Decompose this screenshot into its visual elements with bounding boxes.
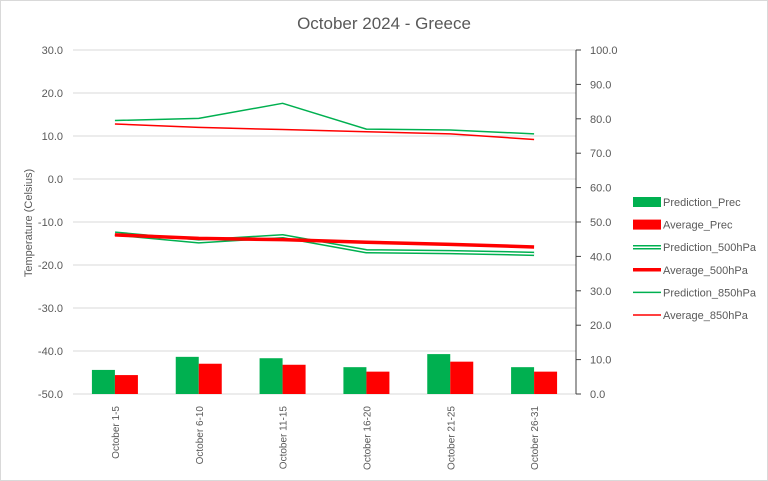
bar-prediction-prec [511, 367, 535, 394]
y2-tick-label: 30.0 [590, 286, 611, 298]
bar-prediction-prec [343, 367, 367, 394]
chart-title: October 2024 - Greece [297, 14, 471, 33]
y2-tick-label: 100.0 [590, 45, 618, 57]
left-axis-ticks: 30.0 20.0 10.0 0.0 -10.0 -20.0 -30.0 -40.0 -50.0 [38, 45, 63, 401]
bar-average-prec [366, 371, 390, 394]
y-tick-label: 20.0 [42, 88, 63, 100]
bar-prediction-prec [427, 354, 451, 394]
legend-prediction-prec-swatch [633, 197, 661, 207]
y2-tick-label: 10.0 [590, 355, 611, 367]
bar-average-prec [198, 363, 222, 394]
bar-prediction-prec [259, 358, 283, 394]
y-tick-label: 10.0 [42, 131, 63, 143]
bar-average-prec [534, 371, 558, 394]
legend-average-prec-swatch [633, 219, 661, 230]
y-axis-title: Temperature (Celsius) [23, 169, 35, 277]
legend: Prediction_Prec Average_Prec Prediction_50… [633, 197, 757, 322]
y2-tick-label: 40.0 [590, 251, 611, 263]
x-tick-label: October 11-15 [279, 406, 290, 470]
line-average-500hpa [114, 233, 535, 249]
line-average-850hpa [114, 123, 535, 141]
legend-prediction-850hpa-label: Prediction_850hPa [663, 287, 757, 299]
legend-average-850hpa-label: Average_850hPa [663, 310, 749, 322]
y2-tick-label: 60.0 [590, 183, 611, 195]
y-tick-label: 0.0 [48, 174, 63, 186]
legend-average-500hpa-label: Average_500hPa [663, 265, 749, 277]
y-tick-label: -50.0 [38, 389, 63, 401]
x-tick-label: October 21-25 [446, 406, 457, 470]
x-tick-label: October 6-10 [195, 406, 206, 465]
bar-prediction-prec [175, 356, 199, 394]
x-tick-label: October 1-5 [111, 406, 122, 459]
right-axis-ticks: 100.0 90.0 80.0 70.0 60.0 50.0 40.0 30.0 20.0 10.… [576, 45, 618, 401]
line-prediction-500hpa-inner [114, 232, 535, 255]
y-tick-label: -10.0 [38, 217, 63, 229]
y2-tick-label: 70.0 [590, 148, 611, 160]
gridlines [73, 49, 576, 395]
y-tick-label: -20.0 [38, 260, 63, 272]
line-prediction-850hpa [114, 102, 535, 135]
bar-average-prec [114, 375, 138, 394]
y-tick-label: -30.0 [38, 303, 63, 315]
bar-prediction-prec [91, 369, 115, 394]
y-tick-label: 30.0 [42, 45, 63, 57]
category-axis: October 1-5 October 6-10 October 11-15 Octo… [111, 406, 541, 470]
legend-average-prec-label: Average_Prec [663, 220, 733, 232]
bar-average-prec [282, 364, 306, 394]
bar-layer [91, 354, 558, 394]
y2-tick-label: 0.0 [590, 389, 605, 401]
y2-tick-label: 80.0 [590, 114, 611, 126]
x-tick-label: October 26-31 [530, 406, 541, 470]
bar-average-prec [450, 361, 474, 394]
y-tick-label: -40.0 [38, 346, 63, 358]
legend-prediction-prec-label: Prediction_Prec [663, 197, 741, 209]
y2-tick-label: 90.0 [590, 79, 611, 91]
legend-prediction-500hpa-label: Prediction_500hPa [663, 242, 757, 254]
x-tick-label: October 16-20 [362, 406, 373, 470]
line-layer [114, 102, 535, 257]
y2-tick-label: 50.0 [590, 217, 611, 229]
y2-tick-label: 20.0 [590, 320, 611, 332]
